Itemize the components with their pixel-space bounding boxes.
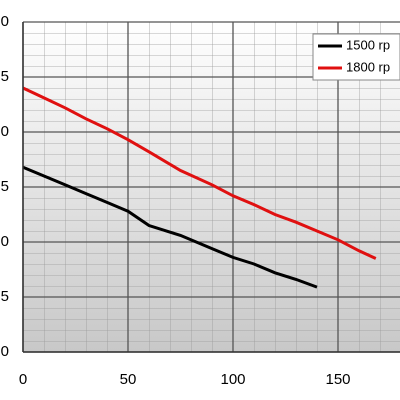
y-tick-label: 5 bbox=[1, 288, 9, 305]
series-line bbox=[22, 165, 318, 289]
legend-label: 1800 rp bbox=[346, 59, 390, 74]
x-tick-label: 50 bbox=[120, 371, 137, 388]
legend-box bbox=[312, 33, 400, 81]
y-tick-label: 0 bbox=[1, 123, 9, 140]
y-tick-label: 0 bbox=[1, 343, 9, 360]
y-tick-label: 0 bbox=[1, 13, 9, 30]
x-tick-label: 100 bbox=[220, 371, 245, 388]
y-tick-label: 0 bbox=[1, 233, 9, 250]
series-line bbox=[22, 86, 377, 260]
y-tick-label: 5 bbox=[1, 68, 9, 85]
legend-label: 1500 rp bbox=[346, 37, 390, 52]
x-tick-label: 0 bbox=[19, 371, 27, 388]
y-tick-label: 5 bbox=[1, 178, 9, 195]
x-tick-label: 150 bbox=[325, 371, 350, 388]
